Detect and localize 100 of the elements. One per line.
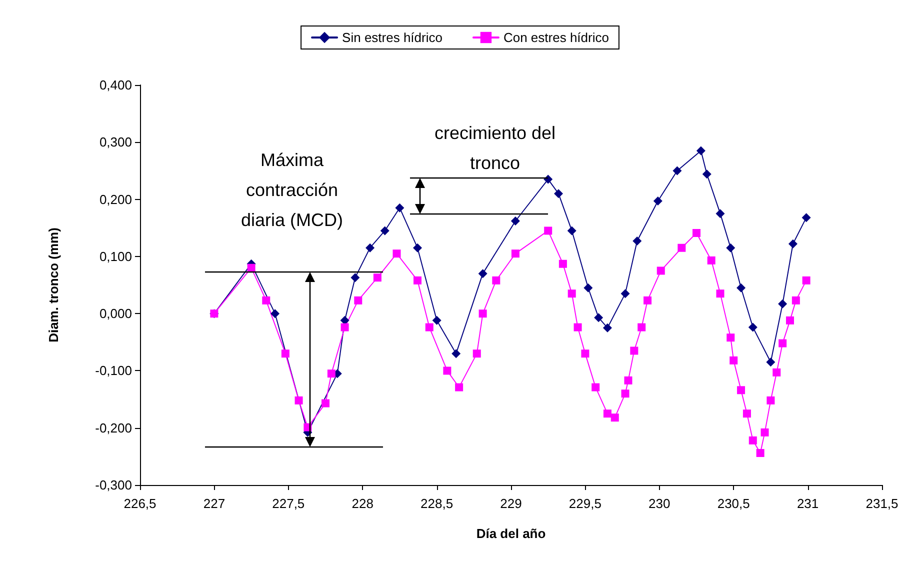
point	[736, 283, 746, 292]
point	[472, 350, 481, 358]
point	[395, 203, 404, 212]
point	[802, 213, 811, 222]
point	[737, 386, 746, 394]
x-tick-label: 227,5	[272, 496, 305, 511]
point	[414, 276, 422, 284]
point	[802, 276, 810, 284]
x-tick-label: 230	[648, 496, 670, 511]
x-tick-label: 231	[796, 496, 819, 511]
point	[696, 146, 706, 156]
point	[772, 368, 781, 376]
x-tick-label: 228,5	[420, 496, 454, 511]
x-tick-label: 231,5	[866, 496, 898, 511]
point	[544, 226, 552, 235]
point	[380, 226, 390, 236]
point	[742, 410, 751, 418]
point	[792, 296, 800, 304]
point	[373, 274, 382, 282]
point	[327, 370, 336, 378]
point	[621, 390, 630, 398]
point	[638, 323, 646, 332]
annotation: Máxima contracción diaria (MCD)	[240, 150, 344, 230]
point	[603, 410, 612, 418]
point	[620, 289, 630, 298]
point	[672, 166, 682, 176]
point	[726, 334, 735, 342]
point	[340, 323, 349, 332]
y-tick-label: 0,300	[99, 134, 132, 150]
point	[432, 316, 442, 325]
x-tick-label: 229,5	[568, 496, 602, 511]
point	[584, 283, 593, 292]
point	[630, 346, 638, 355]
y-axis-title: Diam. tronco (mm)	[46, 228, 61, 342]
point	[262, 296, 270, 304]
point	[610, 414, 619, 422]
point	[592, 383, 600, 392]
point	[716, 290, 724, 298]
point	[786, 316, 794, 324]
point	[568, 290, 576, 298]
point	[443, 366, 452, 375]
point	[702, 170, 712, 179]
point	[350, 273, 360, 282]
point	[322, 399, 330, 408]
point	[478, 269, 488, 278]
x-tick-label: 228	[352, 496, 374, 511]
point	[425, 323, 434, 332]
point	[544, 174, 553, 184]
point	[354, 296, 362, 304]
point	[392, 250, 401, 258]
point	[511, 250, 520, 258]
point	[247, 264, 256, 272]
point	[653, 196, 662, 206]
point	[366, 243, 375, 252]
point	[760, 428, 769, 436]
y-tick-label: 0,000	[99, 306, 132, 322]
point	[594, 313, 604, 322]
point	[510, 216, 520, 226]
point	[478, 310, 487, 318]
point	[452, 349, 461, 358]
point	[567, 226, 576, 236]
point	[602, 323, 612, 332]
legend-label: Sin estres hídrico	[342, 30, 442, 45]
x-tick-label: 230,5	[717, 496, 750, 511]
x-axis-title: Día del año	[476, 526, 546, 541]
point	[778, 339, 787, 348]
x-tick-label: 227	[203, 496, 226, 511]
point	[624, 376, 632, 384]
point	[492, 276, 500, 284]
point	[678, 244, 686, 252]
annotation: crecimiento del tronco	[434, 123, 556, 173]
point	[716, 209, 725, 218]
y-tick-label: 0,100	[99, 248, 132, 264]
point	[455, 383, 464, 392]
point	[788, 239, 798, 248]
point	[581, 350, 590, 358]
point	[748, 322, 758, 332]
x-tick-label: 229	[500, 496, 522, 511]
point	[294, 396, 303, 404]
point	[692, 229, 700, 237]
point	[726, 243, 736, 252]
point	[574, 323, 582, 332]
point	[632, 236, 642, 246]
y-tick-label: 0,200	[99, 192, 132, 207]
point	[778, 299, 788, 308]
point	[766, 396, 775, 404]
point	[707, 256, 716, 264]
point	[270, 309, 280, 318]
point	[766, 358, 776, 367]
point	[644, 296, 652, 304]
point	[281, 350, 290, 358]
point	[558, 260, 567, 268]
x-tick-label: 226,5	[124, 496, 156, 511]
y-tick-label: 0,400	[99, 78, 132, 92]
y-tick-label: -0,200	[95, 420, 132, 436]
y-tick-label: -0,300	[95, 478, 132, 492]
point	[554, 189, 563, 198]
point	[656, 266, 665, 275]
point	[413, 243, 422, 252]
point	[756, 449, 764, 457]
